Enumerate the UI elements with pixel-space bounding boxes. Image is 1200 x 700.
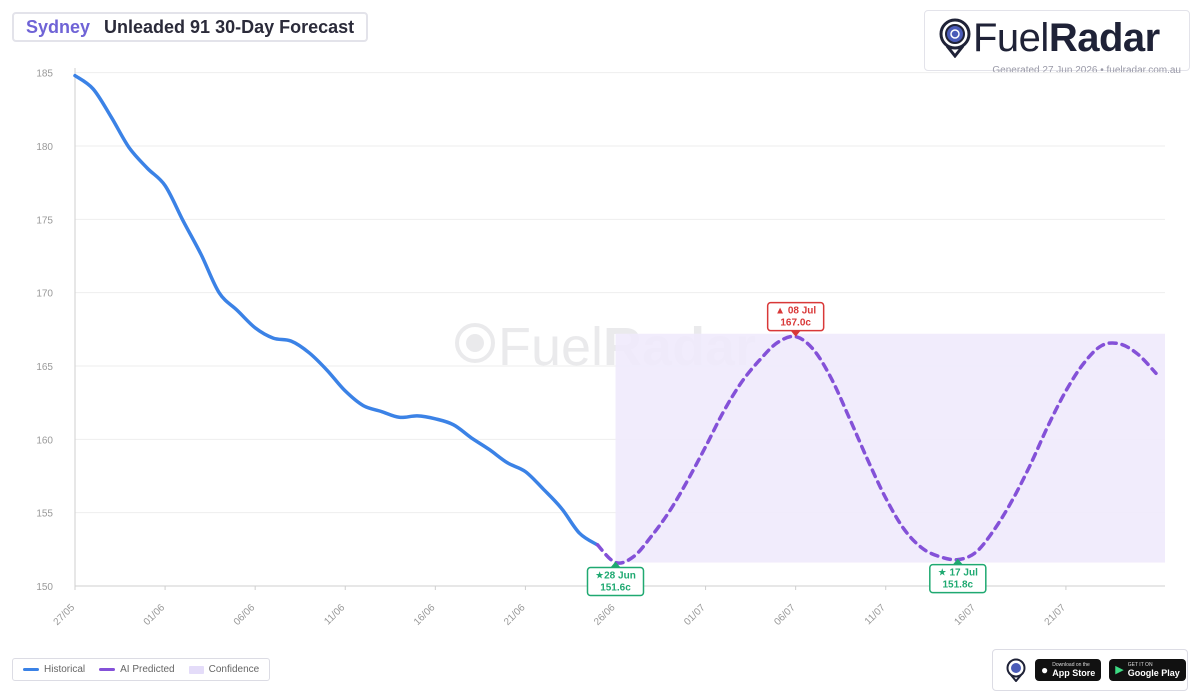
legend-confidence-label: Confidence [208, 664, 260, 675]
legend-predicted-swatch [99, 668, 116, 671]
fuel-radar-pin-icon [939, 18, 971, 58]
x-tick-label: 06/07 [772, 602, 798, 628]
y-tick-label: 150 [36, 582, 53, 593]
brand-name-fuel: Fuel [973, 16, 1049, 60]
y-tick-label: 170 [36, 289, 53, 300]
y-tick-label: 180 [36, 142, 53, 153]
marker-date-label: ★28 Jun [595, 571, 636, 582]
marker-date-label: ★ 17 Jul [938, 568, 978, 579]
x-tick-label: 26/06 [592, 602, 618, 628]
brand-wordmark: FuelRadar [973, 17, 1160, 59]
fuel-radar-small-icon [1006, 658, 1026, 682]
legend-historical: Historical [23, 664, 85, 675]
marker-price-label: 167.0c [780, 318, 811, 329]
legend-predicted: AI Predicted [99, 664, 175, 675]
legend-historical-label: Historical [44, 664, 86, 675]
y-tick-label: 175 [36, 215, 53, 226]
chart-legend: Historical AI Predicted Confidence [12, 658, 271, 681]
brand-logo: FuelRadar [937, 17, 1160, 59]
y-tick-label: 165 [36, 362, 53, 373]
legend-historical-swatch [23, 668, 39, 671]
y-tick-label: 185 [36, 69, 53, 80]
apple-icon: ● [1041, 663, 1049, 677]
x-tick-label: 01/06 [142, 602, 168, 628]
marker-box [929, 563, 987, 594]
chart-title: Unleaded 91 30-Day Forecast [104, 16, 355, 37]
google-play-icon: ▶ [1115, 664, 1124, 676]
x-tick-label: 16/06 [412, 602, 438, 628]
generated-info: Generated 27 Jun 2026 • fuelradar.com.au [992, 65, 1181, 76]
app-store-button[interactable]: ● Download on the App Store [1035, 659, 1102, 681]
legend-confidence-swatch [188, 665, 204, 674]
marker-pointer [952, 558, 963, 565]
google-play-small-label: GET IT ON [1127, 662, 1153, 668]
city-name: Sydney [26, 16, 91, 37]
historical-series-line [73, 73, 600, 547]
x-tick-label: 11/07 [863, 602, 888, 627]
app-store-label: App Store [1052, 668, 1096, 678]
legend-confidence: Confidence [188, 664, 260, 675]
x-tick-label: 21/06 [502, 602, 528, 628]
marker-price-label: 151.6c [600, 583, 631, 594]
watermark-fuel: Fuel [498, 317, 603, 377]
chart-title-box: Sydney Unleaded 91 30-Day Forecast [12, 12, 369, 42]
app-store-small-label: Download on the [1052, 662, 1090, 668]
marker-box [766, 301, 825, 332]
predicted-series-line [595, 334, 1158, 565]
x-tick-label: 16/07 [952, 602, 978, 628]
x-tick-label: 01/07 [682, 602, 708, 628]
marker-pointer [610, 561, 621, 568]
legend-predicted-label: AI Predicted [120, 664, 175, 675]
google-play-button[interactable]: ▶ GET IT ON Google Play [1109, 659, 1186, 681]
marker-price-label: 151.8c [943, 580, 974, 591]
marker-date-label: ▲ 08 Jul [775, 306, 816, 317]
confidence-band [615, 333, 1165, 563]
y-tick-label: 160 [36, 435, 53, 446]
google-play-label: Google Play [1127, 668, 1180, 678]
marker-pointer [790, 330, 801, 337]
brand-box: FuelRadar Generated 27 Jun 2026 • fuelra… [924, 10, 1190, 76]
x-tick-label: 21/07 [1043, 602, 1069, 628]
x-tick-label: 06/06 [232, 602, 258, 628]
x-tick-label: 11/06 [322, 602, 347, 627]
marker-box [586, 566, 645, 597]
brand-name-radar: Radar [1048, 16, 1160, 60]
y-tick-label: 155 [36, 509, 53, 520]
x-tick-label: 27/05 [52, 602, 78, 628]
app-store-links: ● Download on the App Store ▶ GET IT ON … [992, 649, 1188, 691]
